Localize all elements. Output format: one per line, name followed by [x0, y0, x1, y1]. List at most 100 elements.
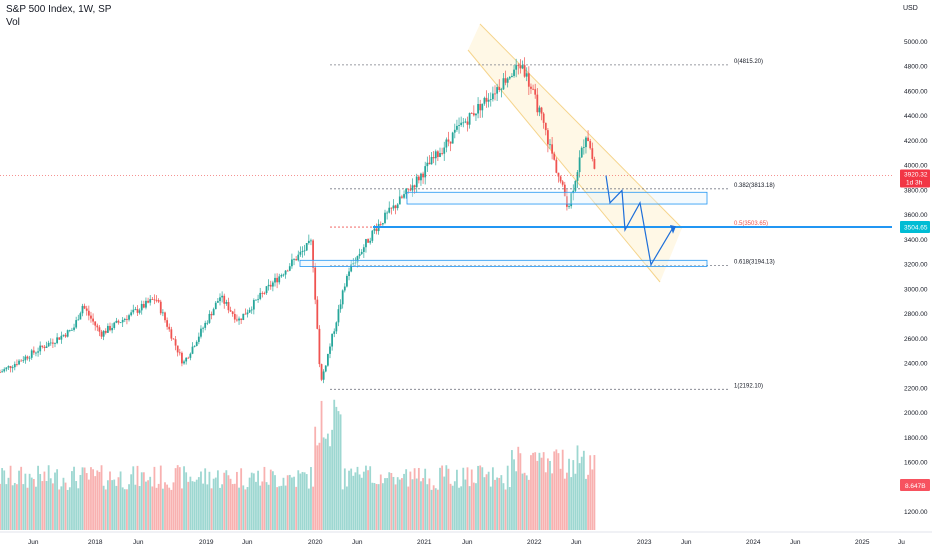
volume-bar	[515, 471, 518, 530]
volume-bar	[155, 487, 158, 530]
volume-bar	[369, 466, 372, 530]
volume-bar	[491, 467, 494, 530]
candle-body	[221, 295, 224, 298]
candle-body	[185, 357, 188, 362]
volume-bar	[83, 467, 86, 530]
volume-bar	[593, 455, 596, 530]
volume-bar	[333, 399, 336, 530]
candle-body	[68, 330, 71, 331]
volume-bar	[401, 478, 403, 530]
candle-body	[157, 300, 160, 302]
candle-body	[413, 185, 416, 188]
candle-body	[384, 212, 386, 224]
candle-body	[267, 284, 270, 287]
volume-bar	[346, 486, 348, 530]
volume-bar	[470, 469, 473, 530]
candle-body	[18, 360, 20, 365]
volume-bar	[151, 486, 154, 530]
candle-body	[470, 113, 473, 114]
candle-body	[176, 345, 179, 353]
volume-bar	[496, 477, 499, 530]
candle-body	[475, 113, 477, 116]
candle-body	[189, 353, 192, 358]
candle-body	[22, 360, 25, 362]
volume-bar	[45, 481, 48, 530]
candle-body	[582, 147, 585, 148]
volume-bar	[354, 472, 357, 530]
candle-body	[216, 301, 219, 303]
candle-body	[225, 302, 228, 304]
candle-body	[204, 322, 207, 328]
candle-body	[580, 147, 583, 158]
volume-bar	[161, 488, 164, 530]
candle-body	[555, 159, 558, 173]
price-tick-label: 4000.00	[904, 163, 928, 170]
time-axis[interactable]: Jun 2018 Jun 2019 Jun 2020 Jun 2021 Jun 2022 Jun 20…	[0, 531, 932, 546]
time-tick-label: Jun	[242, 539, 253, 546]
candle-body	[460, 122, 463, 126]
volume-bar	[326, 433, 329, 530]
candle-body	[415, 176, 418, 188]
volume-bar	[458, 487, 460, 530]
candle-body	[159, 301, 162, 314]
volume-bar	[20, 466, 23, 530]
candle-body	[149, 299, 152, 303]
volume-bar	[360, 477, 363, 530]
volume-bar	[18, 470, 20, 530]
volume-bar	[312, 486, 314, 530]
volume-bar	[94, 476, 97, 530]
volume-bar	[500, 475, 503, 530]
volume-bar	[358, 474, 361, 530]
candle-body	[519, 65, 522, 69]
volume-bar	[574, 473, 577, 530]
volume-bar	[329, 446, 331, 530]
volume-bar	[221, 484, 224, 530]
volume-bar	[140, 472, 143, 530]
level-price-label: 3504.65	[904, 224, 928, 231]
fib-label: 1(2192.10)	[734, 383, 763, 389]
candle-body	[348, 271, 350, 277]
candle-body	[346, 276, 348, 287]
candle-body	[563, 184, 566, 197]
volume-bar	[271, 471, 274, 530]
candle-body	[248, 310, 251, 313]
volume-bar	[75, 481, 78, 530]
candle-body	[3, 369, 6, 372]
volume-bar	[227, 475, 230, 530]
volume-bar	[208, 471, 211, 530]
price-tick-label: 3400.00	[904, 237, 928, 244]
volume-bar	[149, 476, 152, 530]
fib-label: 0(4815.20)	[734, 59, 763, 65]
volume-bar	[284, 485, 287, 530]
volume-bar	[331, 429, 334, 530]
time-tick-label: Ju	[898, 539, 905, 546]
volume-bar	[126, 489, 128, 530]
candle-body	[417, 176, 420, 181]
candle-body	[288, 266, 291, 271]
volume-bar	[37, 465, 39, 530]
candle-body	[451, 132, 454, 144]
time-tick-label: Jun	[571, 539, 582, 546]
candle-body	[138, 310, 141, 313]
volume-bar	[210, 488, 213, 530]
candle-body	[593, 159, 596, 169]
volume-bar	[274, 475, 276, 530]
price-axis[interactable]: 5000.00 4800.00 4600.00 4400.00 4200.00 4000.…	[892, 0, 932, 530]
candle-body	[168, 326, 171, 330]
candle-body	[64, 334, 67, 337]
volume-bar	[314, 426, 317, 530]
volume-bar	[187, 481, 190, 530]
volume-bar	[286, 475, 289, 530]
candle-body	[568, 206, 570, 207]
volume-bar	[422, 478, 424, 530]
volume-badge	[900, 479, 930, 491]
candle-body	[386, 212, 389, 214]
volume-bar	[589, 455, 592, 530]
candle-body	[401, 196, 403, 198]
volume-bar	[58, 489, 61, 530]
volume-bar	[92, 469, 94, 530]
candle-body	[106, 325, 109, 333]
volume-bar	[24, 473, 27, 530]
